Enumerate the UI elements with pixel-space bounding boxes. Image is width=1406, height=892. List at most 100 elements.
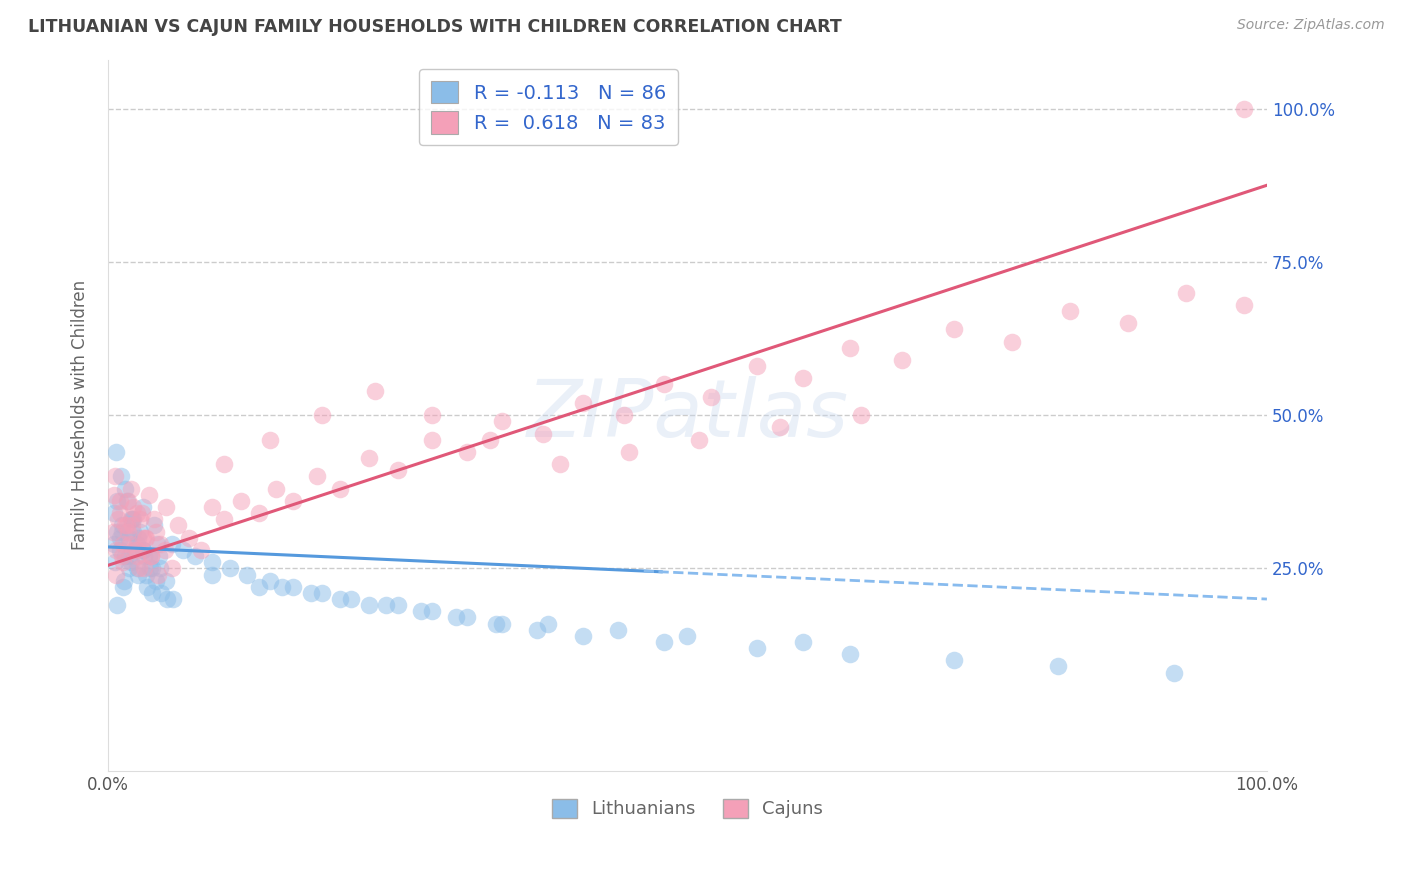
Point — [118, 561, 141, 575]
Point — [108, 543, 131, 558]
Point — [572, 629, 595, 643]
Point — [572, 396, 595, 410]
Point — [132, 500, 155, 514]
Point — [613, 408, 636, 422]
Point — [201, 500, 224, 514]
Point — [110, 469, 132, 483]
Point — [125, 543, 148, 558]
Point — [145, 574, 167, 588]
Point — [444, 610, 467, 624]
Point — [606, 623, 628, 637]
Point — [125, 506, 148, 520]
Point — [118, 549, 141, 563]
Point — [456, 445, 478, 459]
Point — [108, 531, 131, 545]
Point — [531, 426, 554, 441]
Point — [139, 549, 162, 563]
Point — [122, 524, 145, 539]
Point — [131, 506, 153, 520]
Point — [218, 561, 240, 575]
Point — [456, 610, 478, 624]
Point — [114, 518, 136, 533]
Point — [357, 598, 380, 612]
Point — [132, 531, 155, 545]
Point — [890, 353, 912, 368]
Point — [769, 420, 792, 434]
Point — [143, 512, 166, 526]
Point — [138, 549, 160, 563]
Point — [1233, 298, 1256, 312]
Point — [149, 561, 172, 575]
Point — [363, 384, 385, 398]
Point — [138, 488, 160, 502]
Point — [105, 543, 128, 558]
Point — [136, 580, 159, 594]
Point — [120, 482, 142, 496]
Point — [125, 549, 148, 563]
Point — [688, 433, 710, 447]
Point — [838, 341, 860, 355]
Point — [676, 629, 699, 643]
Text: Source: ZipAtlas.com: Source: ZipAtlas.com — [1237, 18, 1385, 32]
Point — [247, 580, 270, 594]
Point — [153, 543, 176, 558]
Point — [127, 567, 149, 582]
Point — [485, 616, 508, 631]
Point — [117, 494, 139, 508]
Point — [150, 586, 173, 600]
Point — [1047, 659, 1070, 673]
Point — [132, 543, 155, 558]
Point — [1174, 285, 1197, 300]
Point — [184, 549, 207, 563]
Point — [141, 586, 163, 600]
Point — [108, 506, 131, 520]
Point — [114, 549, 136, 563]
Point — [838, 647, 860, 661]
Point — [132, 549, 155, 563]
Point — [132, 561, 155, 575]
Point — [299, 586, 322, 600]
Point — [652, 377, 675, 392]
Point — [104, 555, 127, 569]
Y-axis label: Family Households with Children: Family Households with Children — [72, 280, 89, 550]
Point — [270, 580, 292, 594]
Point — [172, 543, 194, 558]
Point — [122, 512, 145, 526]
Point — [491, 414, 513, 428]
Point — [212, 457, 235, 471]
Point — [943, 322, 966, 336]
Point — [143, 518, 166, 533]
Point — [1233, 102, 1256, 116]
Point — [231, 494, 253, 508]
Point — [283, 580, 305, 594]
Point — [160, 537, 183, 551]
Point — [1059, 304, 1081, 318]
Point — [115, 494, 138, 508]
Point — [311, 408, 333, 422]
Point — [105, 445, 128, 459]
Point — [125, 561, 148, 575]
Point — [375, 598, 398, 612]
Point — [283, 494, 305, 508]
Point — [247, 506, 270, 520]
Point — [120, 555, 142, 569]
Point — [135, 567, 157, 582]
Text: LITHUANIAN VS CAJUN FAMILY HOUSEHOLDS WITH CHILDREN CORRELATION CHART: LITHUANIAN VS CAJUN FAMILY HOUSEHOLDS WI… — [28, 18, 842, 36]
Point — [548, 457, 571, 471]
Point — [121, 512, 143, 526]
Point — [112, 580, 135, 594]
Point — [146, 567, 169, 582]
Point — [179, 531, 201, 545]
Point — [103, 506, 125, 520]
Point — [148, 549, 170, 563]
Point — [112, 555, 135, 569]
Point — [792, 371, 814, 385]
Point — [105, 524, 128, 539]
Point — [111, 524, 134, 539]
Point — [745, 641, 768, 656]
Point — [792, 635, 814, 649]
Point — [264, 482, 287, 496]
Point — [357, 451, 380, 466]
Point — [103, 488, 125, 502]
Point — [124, 543, 146, 558]
